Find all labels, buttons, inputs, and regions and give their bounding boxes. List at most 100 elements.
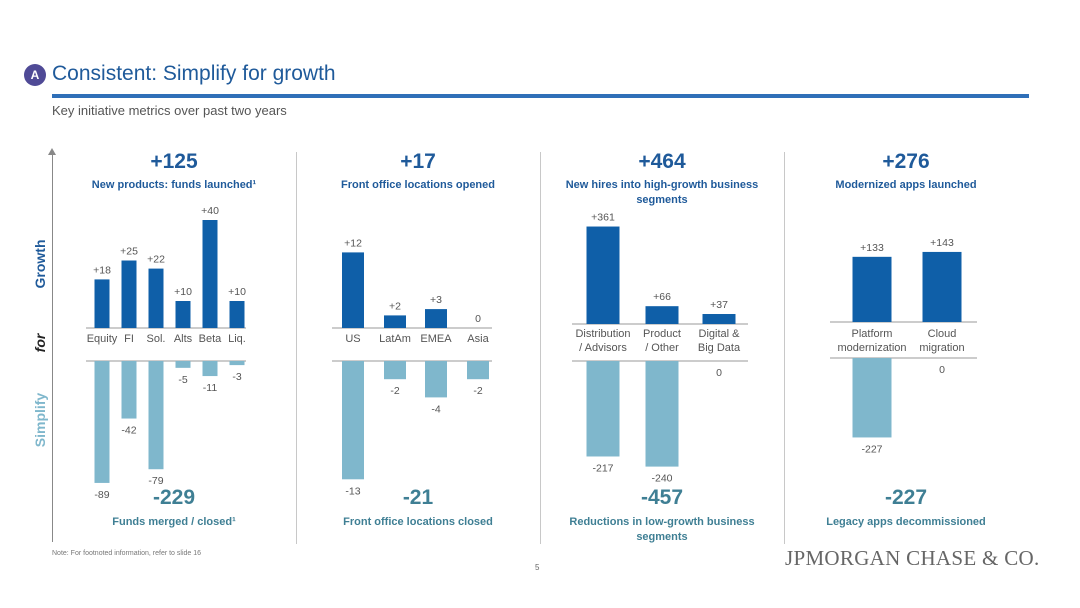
category-label: Digital & Big Data [698,328,741,354]
growth-bar [121,260,137,328]
growth-bar [342,252,364,328]
growth-value-label: +12 [344,237,362,249]
simplify-value-label: -2 [473,385,482,397]
simplify-value-label: -11 [203,382,218,394]
growth-value-label: +25 [120,246,138,258]
panel-apps: +276 Modernized apps launched +133 Platfo… [786,150,1026,550]
growth-bar [384,315,406,328]
simplify-bar [175,361,191,368]
simplify-value-label: -4 [431,403,440,415]
simplify-bar [852,358,892,438]
funds-bar-chart: +18 Equity -89 +25 FI -42 +22 Sol. -79 +10 Alts -5 +… [86,205,246,501]
growth-value-label: +66 [653,291,671,303]
growth-total: +464 [638,150,686,173]
growth-caption: Front office locations opened [340,179,495,191]
axis-arrow-icon [48,148,56,155]
simplify-value-label: -79 [148,475,163,487]
simplify-bar [229,361,245,366]
simplify-value-label: -13 [345,485,360,497]
simplify-bar [467,361,489,380]
simplify-axis-label: Simplify [32,392,48,448]
page-subtitle: Key initiative metrics over past two yea… [52,103,287,118]
simplify-total: -229 [152,486,196,509]
growth-value-label: +3 [430,294,442,306]
simplify-bar [425,361,447,398]
simplify-bar [645,361,679,467]
simplify-bar [202,361,218,377]
panel-divider [784,152,785,544]
simplify-total: -21 [402,486,434,509]
simplify-bar [384,361,406,380]
section-badge: A [24,64,46,86]
panel-locations: +17 Front office locations opened +12 US -… [298,150,538,550]
category-label: Liq. [228,333,246,345]
growth-caption: New products: funds launched¹ [91,179,257,191]
simplify-value-label: -42 [121,425,136,437]
company-logo: JPMORGAN CHASE & CO. [785,546,1040,570]
simplify-value-label: -5 [178,374,187,386]
growth-value-label: +10 [174,286,192,298]
category-label: Equity [87,333,118,345]
simplify-bar [121,361,137,419]
title-rule [52,94,1029,98]
simplify-total: -227 [884,486,928,509]
growth-value-label: +10 [228,286,246,298]
category-label: Product / Other [643,328,681,354]
growth-value-label: +18 [93,264,111,276]
apps-bar-chart: +133 Platform modernization -227 +143 Cloud mi… [830,237,977,455]
category-label: Sol. [147,333,166,345]
growth-bar [425,309,447,328]
growth-caption: Modernized apps launched [835,179,977,191]
simplify-caption: Legacy apps decommissioned [826,516,986,528]
vertical-axis-line [52,152,53,542]
page-title: Consistent: Simplify for growth [52,62,336,85]
growth-total: +125 [150,150,198,173]
category-label: Beta [199,333,223,345]
growth-value-label: +2 [389,300,401,312]
simplify-bar [148,361,164,470]
simplify-bar [586,361,620,457]
growth-value-label: +133 [860,242,884,254]
category-label: FI [124,333,134,345]
simplify-value-label: -240 [651,473,672,485]
category-label: Alts [174,333,193,345]
panel-hires: +464 New hires into high-growth business… [542,150,782,550]
simplify-bar [342,361,364,480]
growth-bar [645,306,679,324]
panel-divider [296,152,297,544]
panel-divider [540,152,541,544]
growth-bar [586,226,620,324]
growth-caption: New hires into high-growth business segm… [565,179,759,206]
growth-bar [229,301,245,328]
growth-bar [175,301,191,328]
category-label: Cloud migration [919,328,964,354]
hires-bar-chart: +361 Distribution / Advisors -217 +66 Product… [572,212,748,485]
simplify-value-label: 0 [716,367,722,379]
simplify-total: -457 [640,486,684,509]
simplify-bar [94,361,110,483]
growth-bar [852,256,892,322]
growth-bar [94,279,110,328]
category-label: Distribution / Advisors [575,328,630,354]
simplify-value-label: -227 [861,443,882,455]
simplify-value-label: -3 [232,371,241,383]
simplify-value-label: -89 [94,489,109,501]
locations-bar-chart: +12 US -13 +2 LatAm -2 +3 EMEA -4 0 Asia -2 [332,237,492,497]
growth-value-label: +143 [930,237,954,249]
growth-bar [148,268,164,328]
growth-value-label: +361 [591,212,615,224]
for-axis-label: for [32,333,48,353]
category-label: US [345,333,360,345]
growth-total: +276 [882,150,930,173]
page-number: 5 [535,563,540,572]
growth-bar [922,251,962,322]
growth-value-label: +40 [201,205,219,217]
simplify-value-label: -217 [592,462,613,474]
panel-funds: +125 New products: funds launched¹ +18 Eq… [54,150,294,550]
simplify-caption: Front office locations closed [343,516,493,528]
category-label: LatAm [379,333,411,345]
simplify-value-label: -2 [390,385,399,397]
growth-bar [702,314,736,324]
simplify-value-label: 0 [939,364,945,376]
growth-total: +17 [400,150,436,173]
